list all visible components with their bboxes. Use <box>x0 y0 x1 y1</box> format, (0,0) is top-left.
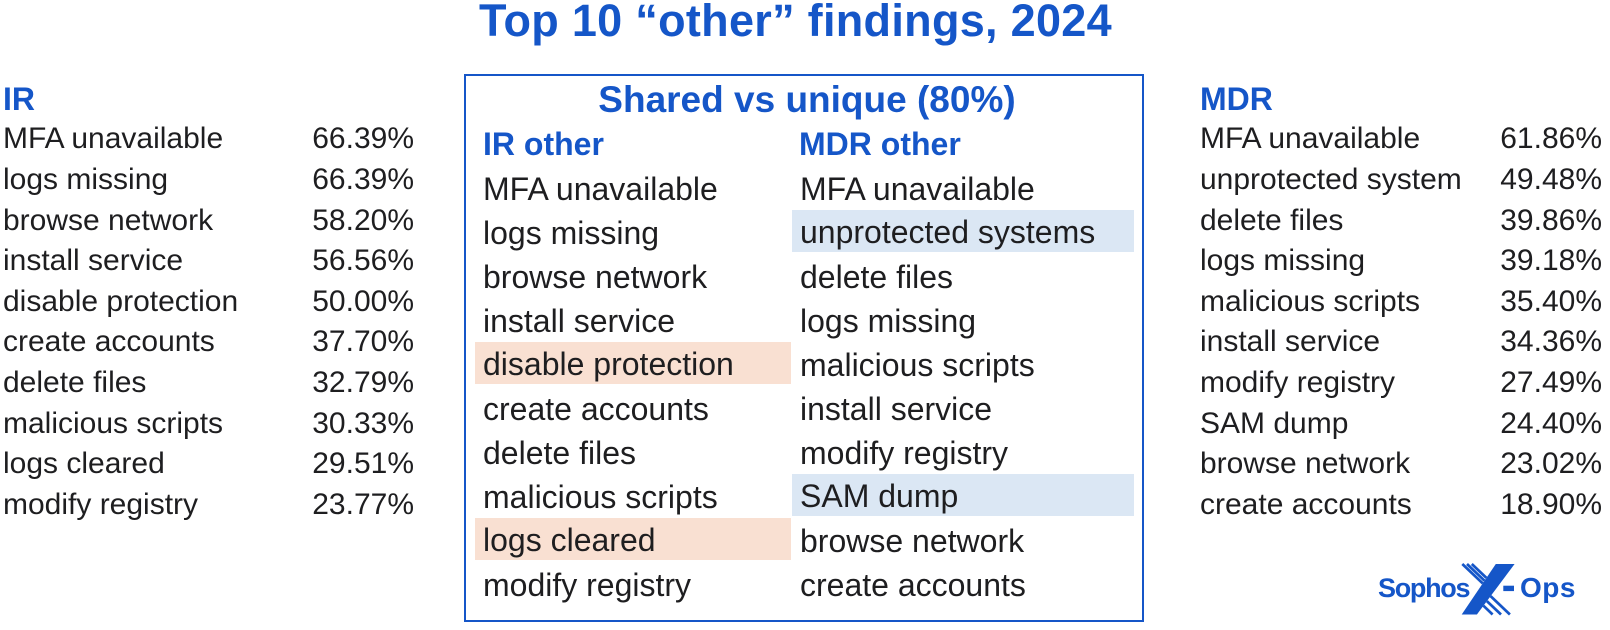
svg-text:Sophos: Sophos <box>1378 573 1469 603</box>
svg-text:Ops: Ops <box>1520 572 1576 603</box>
